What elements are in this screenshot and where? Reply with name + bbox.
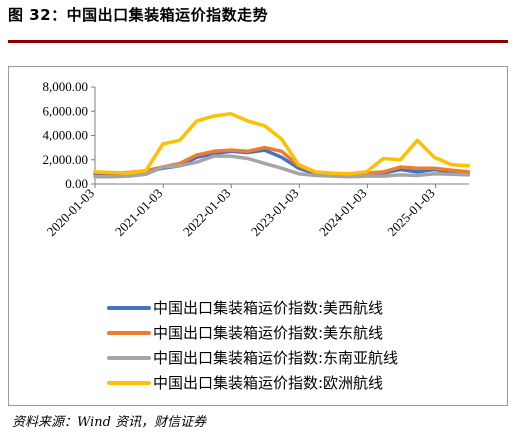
x-tick-label: 2023-01-03 [248,186,302,240]
y-tick-label: 0.00 [65,176,88,191]
legend-label: 中国出口集装箱运价指数:东南亚航线 [153,349,398,367]
x-tick-label: 2022-01-03 [180,186,234,240]
y-tick-label: 6,000.00 [43,103,89,118]
x-tick-label: 2024-01-03 [316,186,370,240]
x-tick-label: 2021-01-03 [112,186,166,240]
y-tick-label: 8,000.00 [43,79,89,94]
figure-title: 图 32：中国出口集装箱运价指数走势 [8,6,269,24]
legend-label: 中国出口集装箱运价指数:美东航线 [153,324,383,342]
y-tick-label: 4,000.00 [43,128,89,143]
legend-label: 中国出口集装箱运价指数:欧洲航线 [153,374,383,392]
chart-container: 0.00 2,000.00 4,000.00 6,000.00 8,000.00 2020… [8,66,508,406]
chart-legend: 中国出口集装箱运价指数:美西航线中国出口集装箱运价指数:美东航线中国出口集装箱运… [107,299,398,392]
chart-series [93,111,471,179]
x-tick-label: 2020-01-03 [44,186,98,240]
series-line-3 [93,154,471,179]
legend-label: 中国出口集装箱运价指数:美西航线 [153,299,383,317]
source-note: 资料来源：Wind 资讯，财信证券 [12,415,207,430]
title-rule [8,40,508,43]
series-line-4 [93,111,471,176]
y-tick-label: 2,000.00 [43,152,89,167]
x-tick-label: 2025-01-03 [384,186,438,240]
line-chart: 0.00 2,000.00 4,000.00 6,000.00 8,000.00 2020… [43,79,471,392]
